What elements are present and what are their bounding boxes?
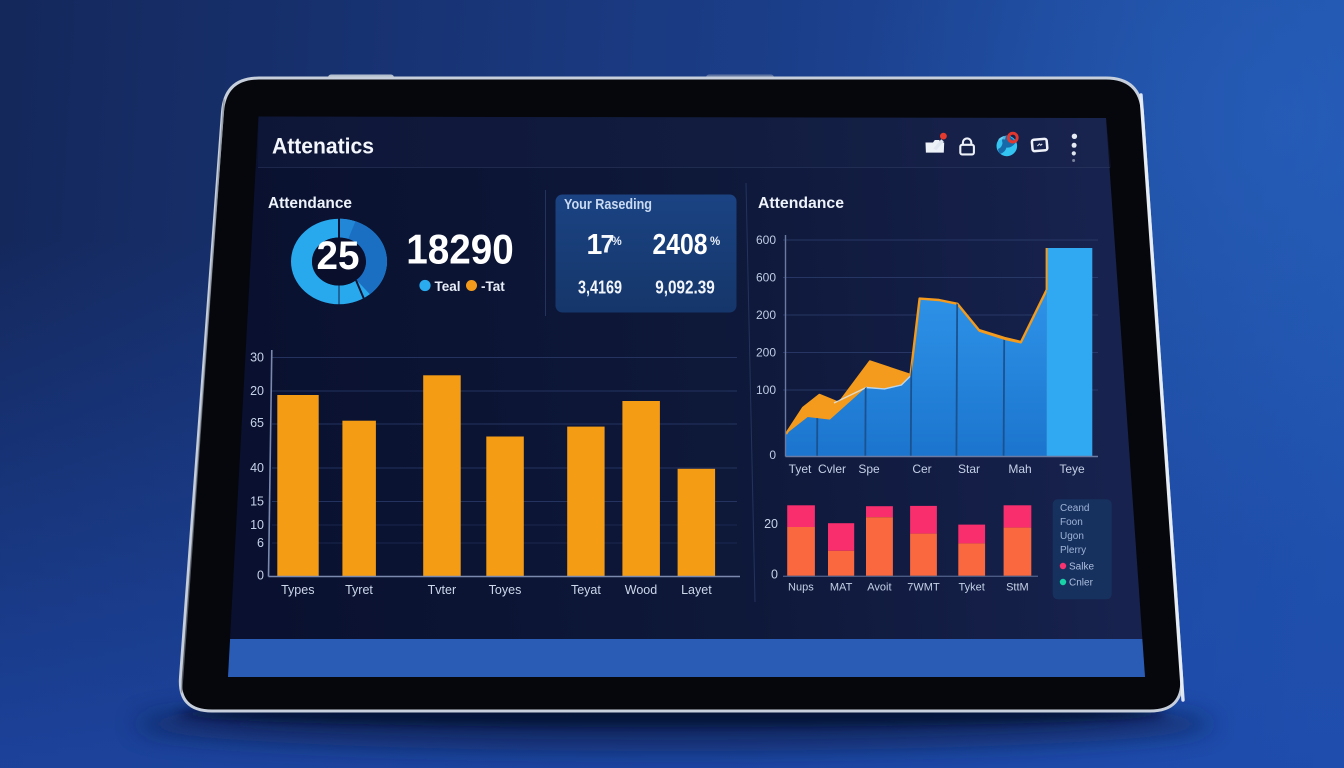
svg-text:25: 25 (317, 234, 360, 278)
svg-text:0: 0 (257, 569, 264, 583)
svg-text:Teal: Teal (435, 279, 461, 294)
svg-text:30: 30 (250, 351, 264, 365)
svg-text:Attendance: Attendance (758, 195, 844, 212)
svg-text:Cvler: Cvler (818, 462, 846, 476)
svg-text:200: 200 (756, 308, 776, 322)
svg-text:7WMT: 7WMT (907, 582, 940, 594)
svg-text:9,092.39: 9,092.39 (655, 277, 715, 298)
svg-text:Cer: Cer (912, 462, 931, 476)
svg-text:18290: 18290 (406, 226, 514, 273)
svg-text:Wood: Wood (625, 583, 657, 597)
svg-text:Tyket: Tyket (959, 582, 985, 594)
svg-text:MAT: MAT (830, 582, 853, 594)
svg-text:-Tat: -Tat (481, 279, 505, 294)
svg-text:Spe: Spe (858, 462, 880, 476)
svg-text:Salke: Salke (1069, 562, 1094, 573)
svg-text:600: 600 (756, 271, 776, 285)
svg-text:Nups: Nups (788, 582, 814, 594)
svg-text:Star: Star (958, 462, 980, 476)
svg-text:Ceand: Ceand (1060, 503, 1089, 514)
svg-text:Plerry: Plerry (1060, 545, 1086, 556)
svg-text:Teyat: Teyat (571, 583, 601, 597)
svg-text:Teye: Teye (1059, 462, 1085, 476)
svg-text:Avoit: Avoit (867, 582, 891, 594)
svg-text:Toyes: Toyes (489, 583, 522, 597)
svg-text:%: % (612, 236, 622, 248)
svg-text:Tvter: Tvter (428, 583, 456, 597)
svg-text:7: 7 (601, 231, 615, 259)
svg-text:Tyet: Tyet (789, 462, 812, 476)
svg-text:200: 200 (756, 346, 776, 360)
svg-text:0: 0 (769, 448, 776, 462)
svg-text:100: 100 (756, 383, 776, 397)
svg-text:20: 20 (250, 384, 264, 398)
svg-text:Mah: Mah (1008, 462, 1031, 476)
svg-text:Layet: Layet (681, 583, 712, 597)
svg-text:Your Raseding: Your Raseding (564, 196, 652, 213)
svg-text:0: 0 (771, 568, 778, 582)
svg-text:Ugon: Ugon (1060, 531, 1084, 542)
svg-text:20: 20 (764, 517, 778, 531)
svg-text:Types: Types (281, 583, 314, 597)
svg-text:40: 40 (250, 461, 264, 475)
svg-text:%: % (710, 236, 720, 248)
svg-text:10: 10 (250, 518, 264, 532)
svg-text:6: 6 (257, 536, 264, 550)
svg-text:3,4169: 3,4169 (578, 277, 622, 298)
svg-text:Attendance: Attendance (268, 195, 352, 212)
svg-text:Tyret: Tyret (345, 583, 373, 597)
svg-text:600: 600 (756, 233, 776, 247)
svg-text:15: 15 (250, 495, 264, 509)
svg-text:Foon: Foon (1060, 517, 1083, 528)
svg-text:2408: 2408 (653, 229, 708, 261)
svg-text:65: 65 (250, 416, 264, 430)
svg-text:1: 1 (587, 229, 603, 261)
svg-text:Attenatics: Attenatics (272, 134, 374, 159)
svg-text:Cnler: Cnler (1069, 578, 1094, 589)
svg-text:SttM: SttM (1006, 582, 1029, 594)
